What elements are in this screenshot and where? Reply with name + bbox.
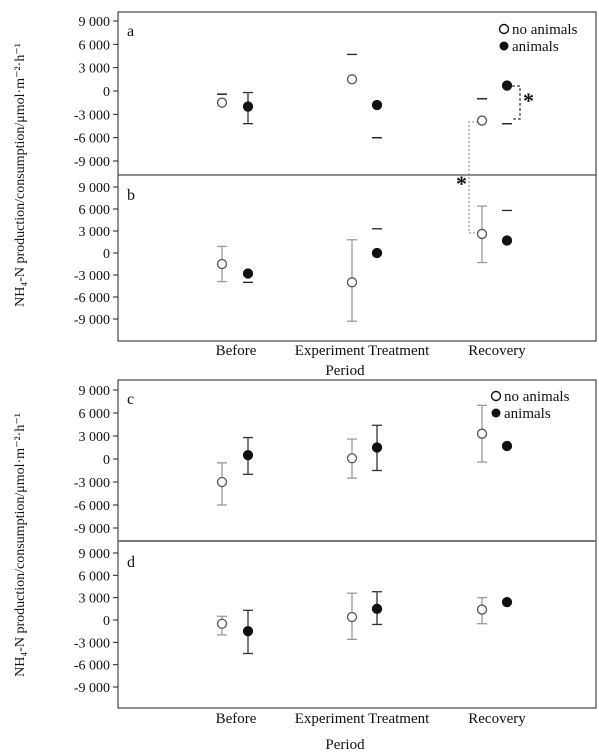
x-axis-label-bottom: Period — [325, 737, 365, 753]
category-label-recovery-top: Recovery — [468, 343, 526, 359]
ytick-label-d-4: -3 000 — [74, 636, 110, 651]
ytick-label-b-0: 9 000 — [79, 181, 111, 196]
ytick-label-b-2: 3 000 — [79, 225, 111, 240]
ytick-label-a-4: -3 000 — [74, 108, 110, 123]
point-d-no-animals-2 — [476, 604, 488, 615]
ytick-label-c-4: -3 000 — [74, 476, 110, 491]
legend-label-animals-bottom: animals — [504, 406, 551, 422]
point-b-no-animals-1 — [346, 277, 358, 288]
legend-label-animals: animals — [512, 39, 559, 55]
ytick-label-b-1: 6 000 — [79, 203, 111, 218]
point-d-animals-0 — [242, 626, 254, 637]
point-a-animals-1 — [371, 99, 383, 111]
ytick-label-d-3: 0 — [103, 614, 110, 629]
point-a-animals-2 — [501, 80, 513, 91]
legend-label-no-animals-bottom: no animals — [504, 389, 570, 405]
category-label-experiment-bottom: Experiment Treatment — [295, 711, 430, 727]
point-b-animals-2 — [501, 235, 513, 246]
legend-swatch-no-animals — [498, 23, 510, 35]
legend-top: no animals animals — [498, 22, 578, 55]
point-b-animals-1 — [371, 247, 383, 259]
panel-letter-a: a — [127, 23, 134, 40]
significance-star-a: * — [523, 88, 534, 113]
ytick-label-a-3: 0 — [103, 85, 110, 100]
point-c-no-animals-1 — [346, 453, 358, 464]
point-a-no-animals-2 — [476, 115, 488, 126]
point-a-no-animals-1 — [346, 74, 358, 85]
legend-bottom: no animals animals — [490, 389, 570, 422]
x-axis-label-top: Period — [325, 363, 365, 379]
category-label-recovery-bottom: Recovery — [468, 711, 526, 727]
ytick-label-d-5: -6 000 — [74, 659, 110, 674]
panel-letter-d: d — [127, 554, 135, 571]
point-c-no-animals-2 — [476, 428, 488, 439]
ytick-label-c-0: 9 000 — [79, 384, 111, 399]
significance-annotations: * * — [456, 85, 534, 234]
ytick-label-c-6: -9 000 — [74, 522, 110, 537]
significance-bracket-ab — [468, 121, 478, 234]
point-b-no-animals-2 — [476, 228, 488, 240]
point-b-animals-0 — [242, 268, 254, 279]
point-a-no-animals-0 — [216, 97, 228, 108]
category-label-experiment-top: Experiment Treatment — [295, 343, 430, 359]
point-c-no-animals-0 — [216, 476, 228, 488]
significance-star-ab: * — [456, 171, 467, 196]
legend-swatch-animals — [499, 41, 509, 51]
ytick-label-d-0: 9 000 — [79, 547, 111, 562]
ytick-label-b-5: -6 000 — [74, 291, 110, 306]
point-b-no-animals-0 — [216, 258, 228, 270]
point-d-animals-1 — [371, 603, 383, 614]
marks-layer — [216, 53, 513, 655]
ytick-label-a-2: 3 000 — [79, 62, 111, 77]
point-c-animals-2 — [501, 440, 513, 452]
ytick-label-a-5: -6 000 — [74, 132, 110, 147]
ytick-label-b-3: 0 — [103, 247, 110, 262]
legend-swatch-animals-bottom — [491, 408, 501, 418]
ytick-label-c-3: 0 — [103, 453, 110, 468]
point-c-animals-1 — [371, 442, 383, 453]
ytick-label-a-6: -9 000 — [74, 155, 110, 170]
ytick-label-c-5: -6 000 — [74, 499, 110, 514]
legend-label-no-animals: no animals — [512, 22, 578, 38]
point-d-animals-2 — [501, 596, 513, 608]
ytick-label-d-1: 6 000 — [79, 569, 111, 584]
ytick-label-a-0: 9 000 — [79, 15, 111, 30]
ytick-label-d-6: -9 000 — [74, 681, 110, 696]
legend-swatch-no-animals-bottom — [490, 390, 502, 402]
panel-frames — [117, 11, 597, 709]
ytick-label-c-2: 3 000 — [79, 430, 111, 445]
frame-bottom-group — [117, 379, 597, 709]
ytick-label-a-1: 6 000 — [79, 38, 111, 53]
y-axis-label-bottom: NH₄-N production/consumption/μmol·m⁻²·h⁻… — [13, 413, 28, 677]
ytick-label-b-4: -3 000 — [74, 269, 110, 284]
ytick-label-b-6: -9 000 — [74, 313, 110, 328]
category-label-before-top: Before — [216, 343, 257, 359]
point-d-no-animals-0 — [216, 618, 228, 629]
y-axis-label-top: NH₄-N production/consumption/μmol·m⁻²·h⁻… — [13, 43, 28, 307]
significance-bracket-a — [512, 85, 521, 120]
point-a-animals-0 — [242, 101, 254, 112]
point-d-no-animals-1 — [346, 611, 358, 623]
panel-letter-c: c — [127, 391, 134, 408]
category-label-before-bottom: Before — [216, 711, 257, 727]
tick-layer: 9 000 6 000 3 000 0 -3 000 -6 000 -9 000 9 000 6… — [74, 15, 118, 696]
panel-letter-b: b — [127, 187, 135, 204]
ytick-label-d-2: 3 000 — [79, 592, 111, 607]
frame-top-group — [117, 11, 597, 342]
ytick-label-c-1: 6 000 — [79, 407, 111, 422]
point-c-animals-0 — [242, 450, 254, 461]
